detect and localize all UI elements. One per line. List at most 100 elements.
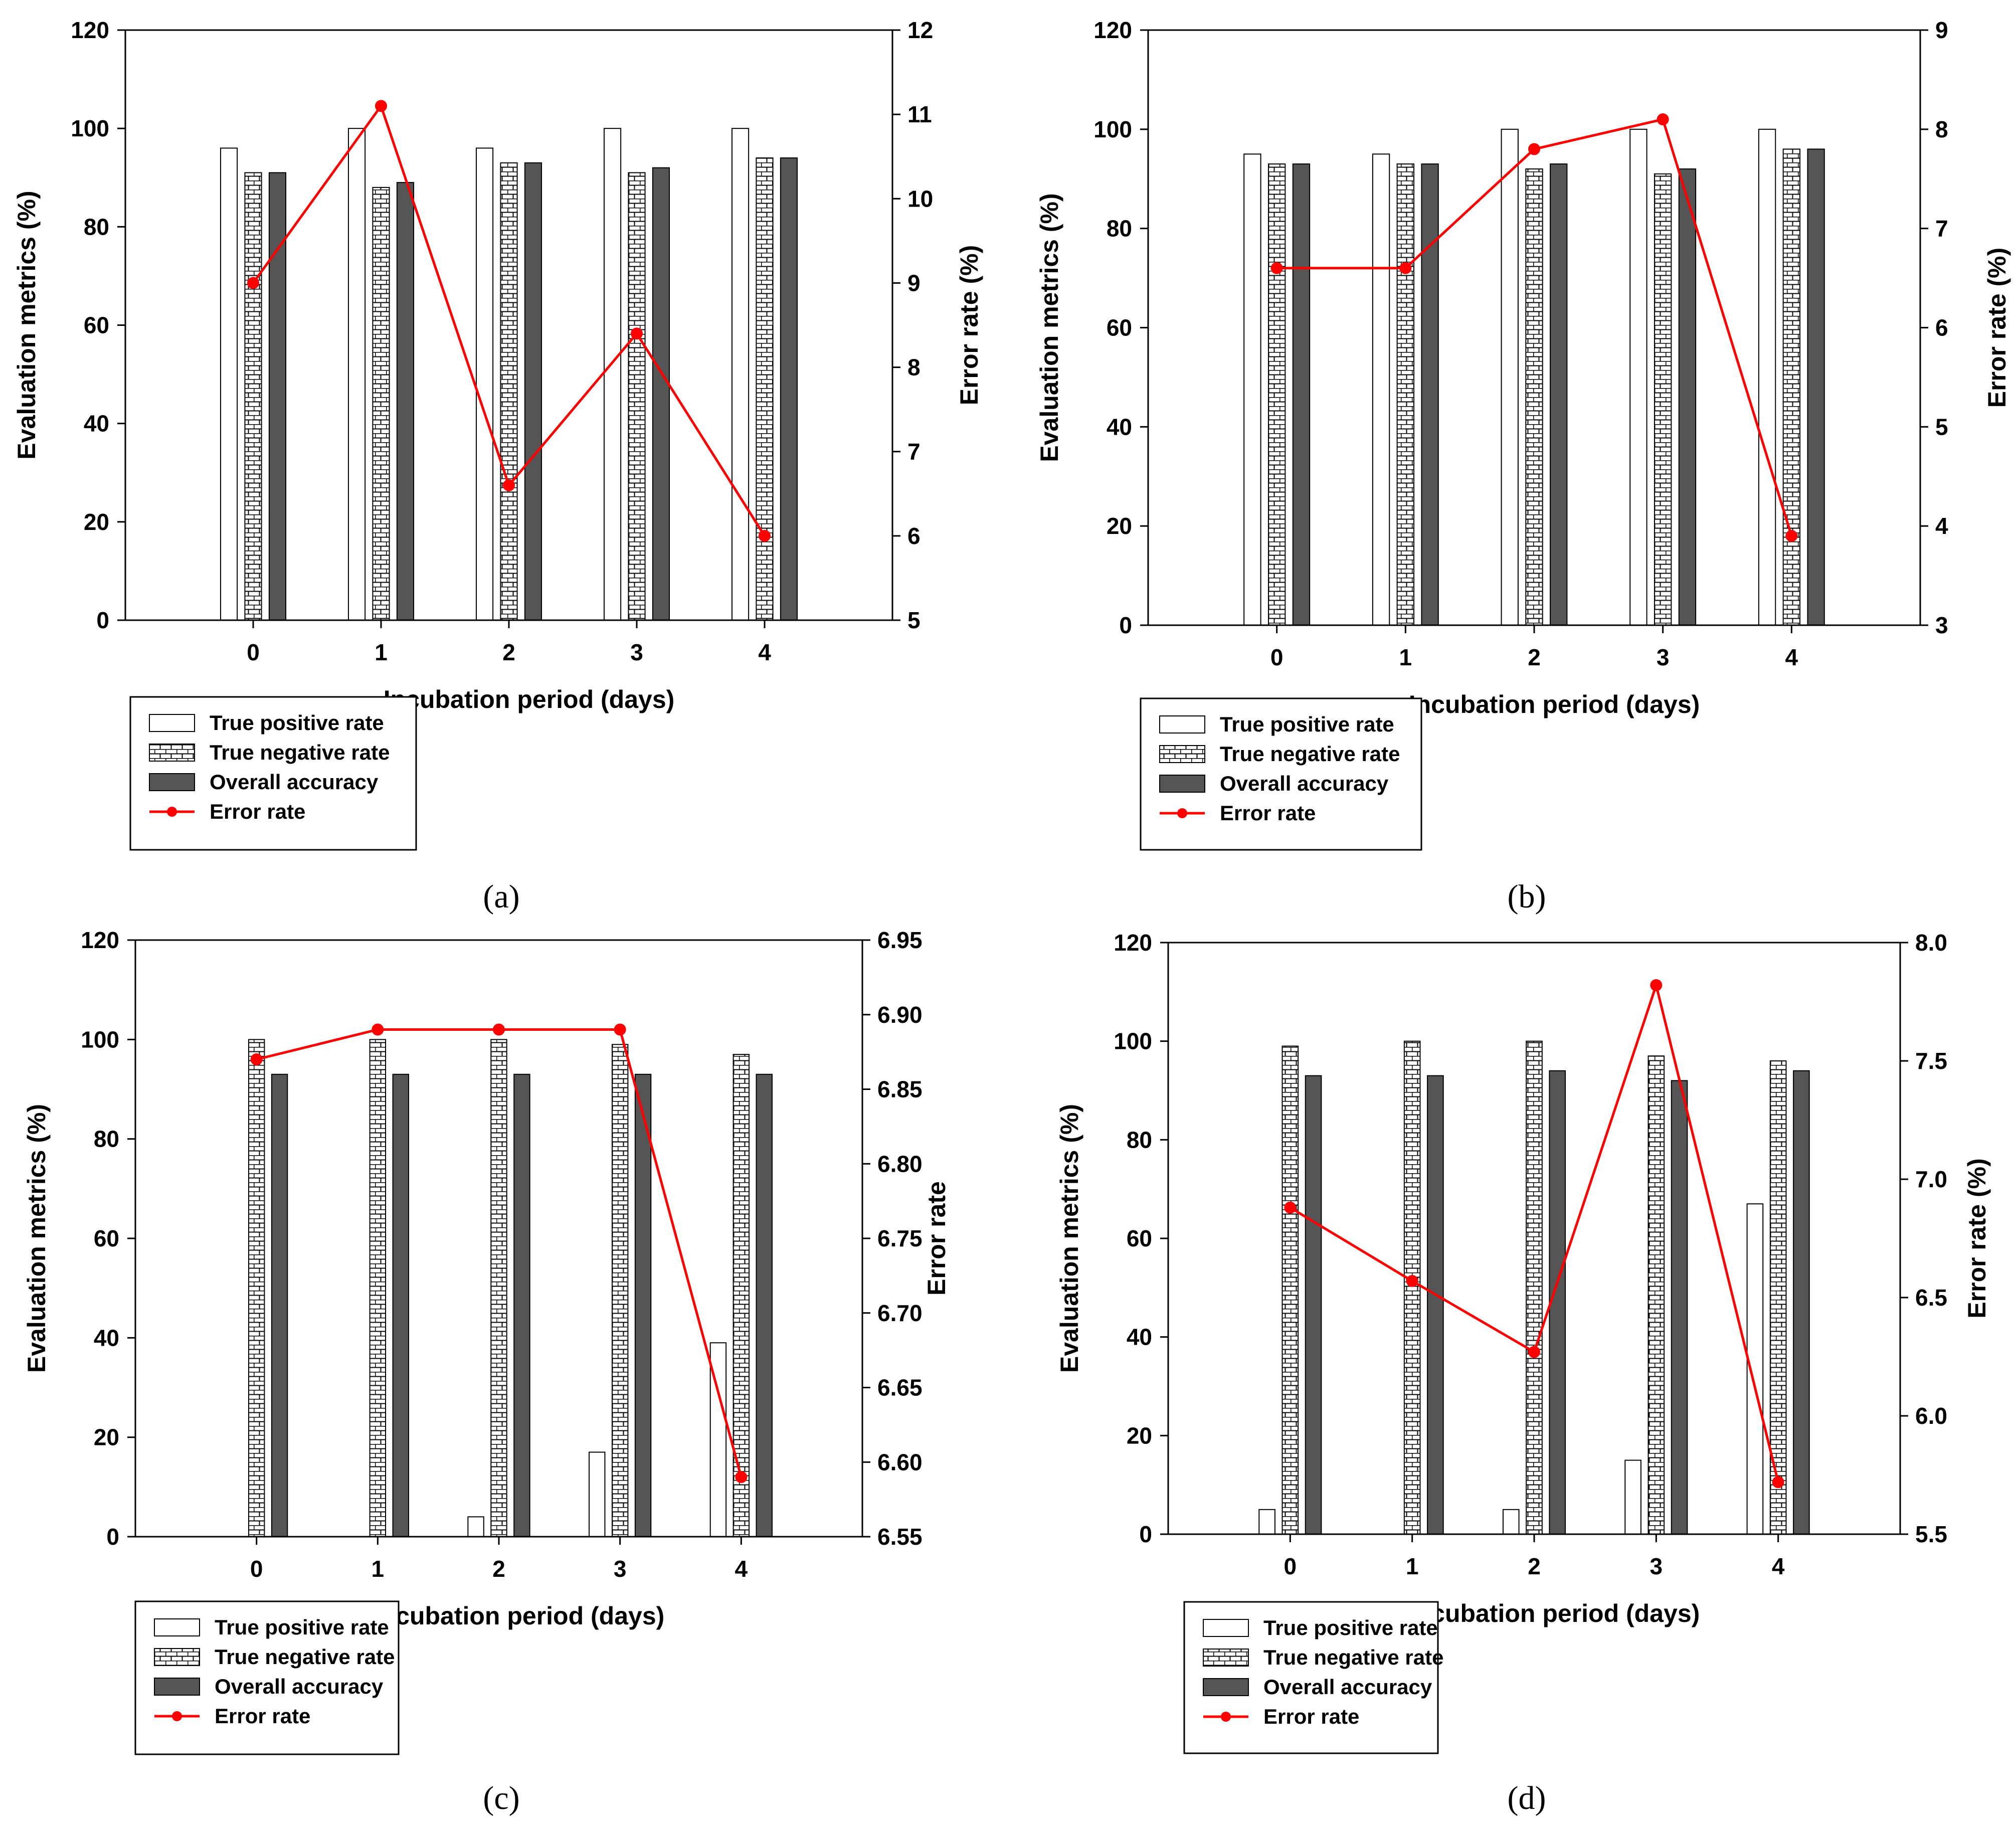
y-axis-title: Evaluation metrics (%) bbox=[13, 191, 41, 459]
tnr-bar bbox=[1526, 1040, 1543, 1535]
tnr-bar bbox=[244, 172, 262, 621]
error-rate-point bbox=[503, 479, 515, 491]
tpr-bar bbox=[467, 1516, 484, 1537]
panel-label: (a) bbox=[483, 878, 519, 915]
y-tick-label: 120 bbox=[81, 927, 119, 953]
legend-label: Overall accuracy bbox=[210, 770, 379, 794]
y2-tick-label: 6.95 bbox=[877, 927, 923, 953]
x-axis-title: Incubation period (days) bbox=[374, 1602, 665, 1630]
legend-swatch-tnr bbox=[1159, 745, 1205, 763]
y2-tick-label: 4 bbox=[1935, 513, 1948, 539]
error-rate-point bbox=[375, 100, 387, 112]
legend-label: True negative rate bbox=[1263, 1645, 1443, 1669]
x-axis-title: Incubation period (days) bbox=[1409, 690, 1700, 718]
error-rate-point bbox=[1650, 979, 1663, 991]
x-tick-label: 1 bbox=[1406, 1553, 1419, 1579]
legend-swatch-accuracy bbox=[1203, 1678, 1249, 1696]
y-tick-label: 100 bbox=[81, 1026, 119, 1052]
error-rate-point bbox=[1657, 113, 1669, 126]
legend-swatch-tnr bbox=[1203, 1649, 1249, 1667]
accuracy-bar bbox=[1427, 1075, 1444, 1535]
y-tick-label: 40 bbox=[94, 1325, 119, 1351]
y-tick-label: 0 bbox=[1119, 612, 1132, 638]
legend-swatch-accuracy bbox=[149, 773, 195, 791]
tnr-bar bbox=[1281, 1045, 1299, 1535]
legend-label: Error rate bbox=[1220, 801, 1316, 825]
legend-label: True negative rate bbox=[215, 1645, 395, 1669]
y-tick-label: 120 bbox=[1093, 17, 1132, 43]
accuracy-bar bbox=[271, 1073, 288, 1537]
legend: True positive rate True negative rate Over… bbox=[134, 1600, 400, 1755]
y2-tick-label: 8 bbox=[907, 354, 921, 381]
error-rate-point bbox=[1528, 143, 1540, 155]
tnr-bar bbox=[1654, 173, 1672, 626]
y2-axis-title: Error rate (%) bbox=[955, 245, 983, 406]
legend-label: True negative rate bbox=[210, 741, 390, 764]
y-tick-label: 120 bbox=[71, 17, 109, 43]
legend-label: Error rate bbox=[215, 1704, 310, 1728]
x-tick-label: 0 bbox=[250, 1556, 263, 1582]
legend-swatch-tpr bbox=[1159, 715, 1205, 734]
y2-tick-label: 5 bbox=[1935, 414, 1948, 440]
error-rate-point bbox=[759, 529, 771, 542]
y2-axis-title: Error rate (%) bbox=[1963, 1158, 1991, 1319]
accuracy-bar bbox=[513, 1073, 530, 1537]
y-tick-label: 0 bbox=[106, 1524, 119, 1550]
error-rate-point bbox=[1399, 262, 1412, 274]
y-tick-label: 100 bbox=[71, 115, 109, 141]
tpr-bar bbox=[1629, 128, 1647, 626]
accuracy-bar bbox=[1678, 168, 1697, 626]
y-tick-label: 60 bbox=[84, 312, 109, 338]
y-tick-label: 60 bbox=[1127, 1225, 1152, 1251]
tnr-bar bbox=[372, 187, 390, 621]
accuracy-bar bbox=[1305, 1075, 1322, 1535]
chart-panel-b: 0 20 40 60 80 100 120 3 4 5 6 7 8 9 0 1 2 3 4 Incubation pe… bbox=[1035, 17, 2011, 915]
tpr-bar bbox=[731, 128, 750, 621]
x-tick-label: 4 bbox=[1772, 1553, 1785, 1579]
legend-swatch-tnr bbox=[149, 744, 195, 762]
tpr-bar bbox=[1258, 1509, 1275, 1535]
x-tick-label: 2 bbox=[1528, 644, 1541, 670]
x-tick-label: 0 bbox=[1270, 644, 1284, 670]
x-tick-label: 3 bbox=[1650, 1553, 1663, 1579]
legend: True positive rate True negative rate Over… bbox=[1140, 697, 1422, 851]
y2-tick-label: 9 bbox=[907, 270, 921, 296]
legend-label: Overall accuracy bbox=[215, 1675, 384, 1698]
legend: True positive rate True negative rate Over… bbox=[1183, 1601, 1443, 1754]
y-tick-label: 40 bbox=[84, 411, 109, 437]
y2-tick-label: 6.85 bbox=[877, 1076, 923, 1103]
accuracy-bar bbox=[396, 182, 415, 621]
tpr-bar bbox=[1624, 1459, 1641, 1535]
tpr-bar bbox=[1372, 153, 1390, 626]
x-tick-label: 4 bbox=[758, 639, 771, 665]
accuracy-bar bbox=[1671, 1080, 1688, 1535]
x-tick-label: 3 bbox=[1657, 644, 1670, 670]
y-tick-label: 80 bbox=[94, 1126, 119, 1152]
x-tick-label: 2 bbox=[502, 639, 515, 665]
y2-tick-label: 8 bbox=[1935, 116, 1948, 142]
y-axis-title: Evaluation metrics (%) bbox=[23, 1104, 51, 1373]
y-tick-label: 80 bbox=[1127, 1127, 1152, 1153]
x-tick-label: 4 bbox=[735, 1556, 748, 1582]
legend-label: True positive rate bbox=[215, 1615, 389, 1639]
y-tick-label: 0 bbox=[1139, 1521, 1152, 1547]
y2-tick-label: 6.0 bbox=[1915, 1403, 1947, 1429]
y2-tick-label: 7.5 bbox=[1915, 1048, 1947, 1074]
tnr-bar bbox=[732, 1054, 750, 1537]
y-tick-label: 80 bbox=[84, 214, 109, 240]
y-tick-label: 20 bbox=[84, 509, 109, 535]
tpr-bar bbox=[1501, 128, 1519, 626]
error-rate-point bbox=[372, 1023, 384, 1036]
x-tick-label: 1 bbox=[372, 1556, 385, 1582]
y-tick-label: 20 bbox=[94, 1424, 119, 1450]
y2-tick-label: 5.5 bbox=[1915, 1521, 1947, 1547]
legend-label: Overall accuracy bbox=[1220, 772, 1389, 795]
accuracy-bar bbox=[1550, 163, 1568, 626]
tnr-bar bbox=[628, 172, 646, 621]
x-tick-label: 2 bbox=[492, 1556, 505, 1582]
accuracy-bar bbox=[1292, 163, 1311, 626]
accuracy-bar bbox=[1421, 163, 1439, 626]
y2-tick-label: 12 bbox=[907, 17, 933, 43]
legend-swatch-error-point bbox=[1221, 1712, 1231, 1722]
